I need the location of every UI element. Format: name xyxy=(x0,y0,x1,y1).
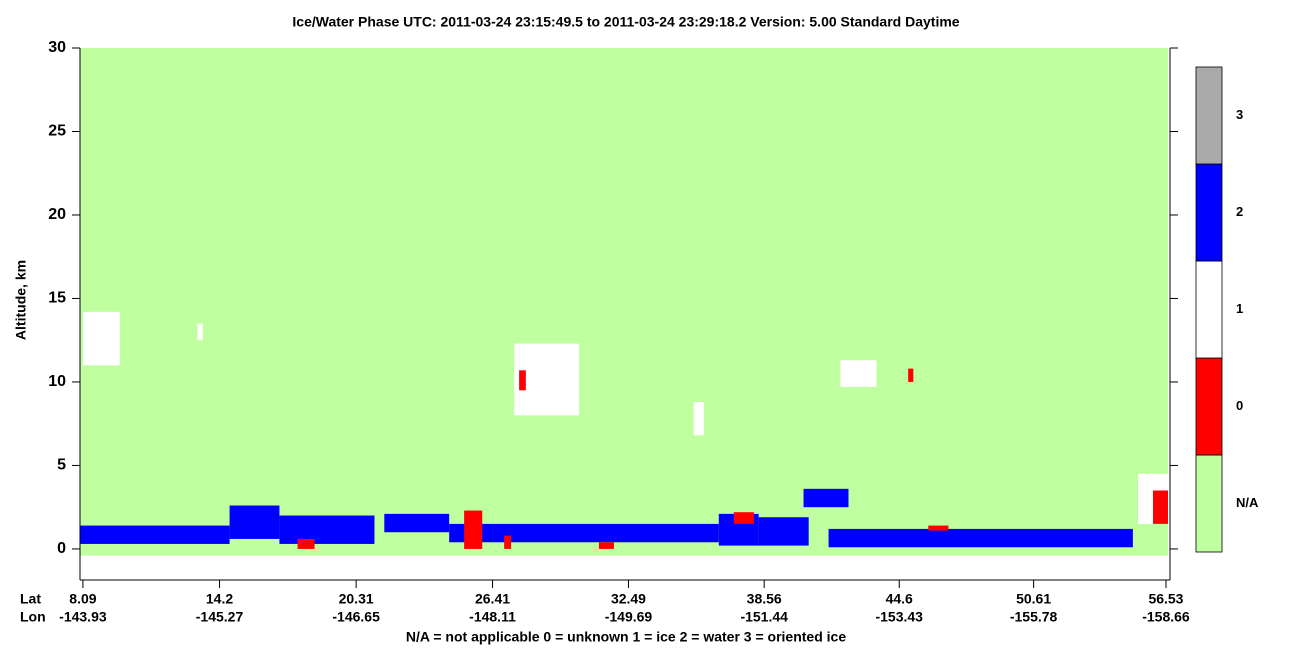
x-tick-label: 56.53 xyxy=(1148,591,1183,607)
phase-layer xyxy=(384,513,450,533)
y-tick-label: 15 xyxy=(48,290,66,307)
x-row-label: Lat xyxy=(20,591,41,607)
phase-layer xyxy=(733,512,754,524)
colorbar-label: N/A xyxy=(1236,495,1259,510)
lon-label: -143.93 xyxy=(59,609,107,625)
phase-layer xyxy=(693,401,704,436)
x-row-label: Lon xyxy=(20,609,46,625)
y-tick-label: 25 xyxy=(48,123,66,140)
colorbar-swatch xyxy=(1195,66,1223,165)
lon-label: -151.44 xyxy=(740,609,788,625)
y-tick-label: 0 xyxy=(57,540,66,557)
colorbar-label: 2 xyxy=(1236,204,1243,219)
phase-layer xyxy=(519,370,526,391)
phase-layer xyxy=(803,488,849,508)
phase-layer xyxy=(504,535,512,549)
y-tick-label: 30 xyxy=(48,39,66,56)
lon-label: -158.66 xyxy=(1142,609,1190,625)
lon-label: -155.78 xyxy=(1010,609,1058,625)
colorbar-label: 3 xyxy=(1236,107,1243,122)
y-tick-label: 20 xyxy=(48,206,66,223)
x-tick-label: 8.09 xyxy=(69,591,96,607)
phase-layer xyxy=(449,523,719,543)
footnote: N/A = not applicable 0 = unknown 1 = ice… xyxy=(406,629,846,645)
phase-layer xyxy=(928,525,949,531)
x-tick-label: 50.61 xyxy=(1016,591,1051,607)
lon-label: -145.27 xyxy=(196,609,244,625)
x-tick-label: 14.2 xyxy=(206,591,233,607)
lon-label: -146.65 xyxy=(332,609,380,625)
phase-layer xyxy=(828,528,1133,548)
x-tick-label: 26.41 xyxy=(475,591,510,607)
colorbar-label: 1 xyxy=(1236,301,1243,316)
y-axis-label: Altitude, km xyxy=(13,260,29,340)
phase-layer xyxy=(464,510,483,549)
lon-label: -149.69 xyxy=(605,609,653,625)
x-tick-label: 20.31 xyxy=(339,591,374,607)
phase-layer xyxy=(229,505,280,539)
phase-layer xyxy=(1153,490,1168,524)
phase-layer xyxy=(598,542,614,549)
colorbar-label: 0 xyxy=(1236,398,1243,413)
y-tick-label: 10 xyxy=(48,373,66,390)
x-tick-label: 38.56 xyxy=(747,591,782,607)
y-tick-label: 5 xyxy=(57,457,66,474)
lon-label: -153.43 xyxy=(875,609,923,625)
lon-label: -148.11 xyxy=(469,609,516,625)
phase-layer xyxy=(840,360,877,387)
x-tick-label: 32.49 xyxy=(611,591,646,607)
phase-layer xyxy=(279,515,375,544)
phase-layer xyxy=(908,368,914,382)
x-tick-label: 44.6 xyxy=(886,591,913,607)
phase-layer xyxy=(82,311,120,366)
colorbar-swatch xyxy=(1195,163,1223,262)
phase-layer xyxy=(80,525,230,544)
colorbar-swatch xyxy=(1195,454,1223,553)
phase-layer xyxy=(80,48,1168,556)
colorbar-swatch xyxy=(1195,260,1223,359)
phase-layer xyxy=(758,517,809,546)
colorbar-swatch xyxy=(1195,357,1223,456)
chart-title: Ice/Water Phase UTC: 2011-03-24 23:15:49… xyxy=(292,14,959,30)
phase-layer xyxy=(297,538,315,549)
phase-layer xyxy=(197,323,203,341)
